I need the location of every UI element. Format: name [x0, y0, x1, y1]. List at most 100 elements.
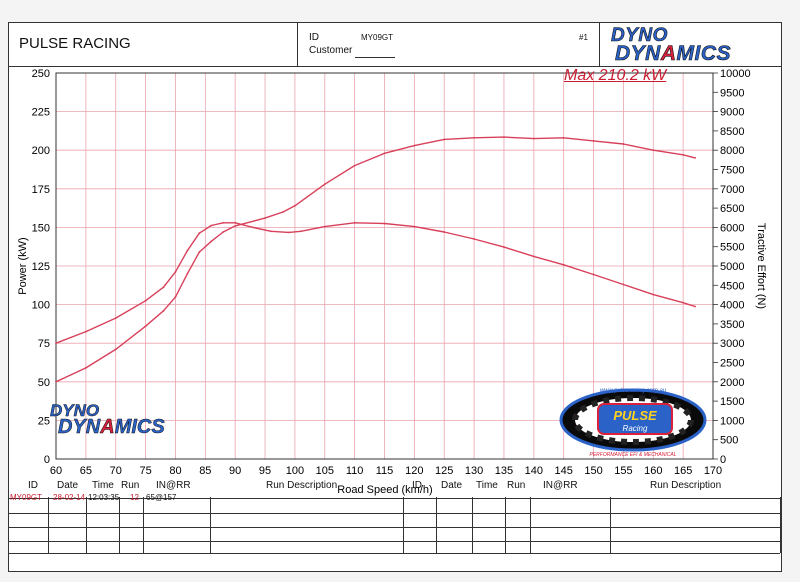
power-point	[222, 231, 225, 233]
tractive-effort-point	[234, 221, 237, 224]
table-column-divider	[48, 497, 49, 553]
tractive-effort-point	[413, 225, 416, 228]
power-point	[532, 137, 535, 140]
table-column-divider	[472, 497, 473, 553]
y2-tick-label: 8500	[720, 126, 744, 138]
x-tick-label: 150	[584, 465, 602, 477]
x-tick-label: 120	[405, 465, 423, 477]
y2-tick-label: 500	[720, 435, 738, 447]
power-point	[353, 164, 356, 167]
power-point	[443, 138, 446, 141]
x-tick-label: 125	[435, 465, 453, 477]
x-tick-label: 75	[139, 465, 151, 477]
power-point	[682, 153, 684, 156]
x-tick-label: 140	[525, 465, 543, 477]
y-tick-label: 125	[32, 261, 50, 273]
max-power-annotation: Max 210.2 kW	[564, 67, 667, 84]
logo-bottom-line2: DYNAMICS	[58, 416, 165, 438]
logo-line1: DYNO	[611, 25, 668, 46]
table-column-divider	[8, 497, 9, 553]
col-header-inrr: IN@RR	[156, 480, 191, 491]
tractive-effort-point	[443, 231, 446, 233]
tractive-effort-point	[622, 283, 625, 286]
cell-id: MY09GT	[10, 493, 43, 502]
y-tick-label: 100	[32, 300, 50, 312]
header-divider	[599, 23, 600, 66]
x-tick-label: 145	[555, 465, 573, 477]
tractive-effort-point	[210, 224, 213, 227]
y2-tick-label: 10000	[720, 68, 751, 80]
logo-line2: DYNAMICS	[615, 42, 732, 65]
power-point	[694, 157, 696, 159]
col-header-date: Date	[57, 480, 79, 491]
tractive-effort-point	[562, 263, 565, 266]
power-point	[413, 144, 416, 147]
x-tick-label: 155	[614, 465, 632, 477]
power-point	[503, 136, 505, 139]
y-tick-label: 200	[32, 145, 50, 157]
table-column-divider	[86, 497, 87, 553]
y2-tick-label: 2500	[720, 358, 744, 370]
table-column-divider	[505, 497, 506, 553]
power-point	[383, 152, 386, 155]
customer-underline	[355, 57, 395, 58]
dyno-dynamics-logo: DYNO DYNAMICS	[601, 25, 777, 65]
tractive-effort-point	[532, 255, 535, 258]
x-tick-label: 65	[80, 465, 92, 477]
y2-tick-label: 0	[720, 454, 726, 466]
cell-time: 12:03:35	[88, 493, 120, 502]
x-tick-label: 70	[110, 465, 122, 477]
x-tick-label: 105	[316, 465, 334, 477]
power-point	[323, 183, 326, 186]
pulse-logo-tagline: PERFORMANCE EFI & MECHANICAL	[590, 452, 677, 458]
x-tick-label: 135	[495, 465, 513, 477]
table-row-divider	[8, 541, 780, 542]
id-label: ID	[309, 32, 319, 43]
table-column-divider	[403, 497, 404, 553]
pulse-logo-word2: Racing	[623, 424, 648, 433]
power-curve	[55, 136, 696, 383]
y2-tick-label: 5500	[720, 242, 744, 254]
y2-tick-label: 5000	[720, 261, 744, 273]
y2-axis-label: Tractive Effort (N)	[755, 223, 767, 309]
col-header-time-2: Time	[476, 480, 498, 491]
x-tick-label: 130	[465, 465, 483, 477]
shop-title: PULSE RACING	[19, 35, 131, 52]
y2-tick-label: 9500	[720, 87, 744, 99]
x-tick-label: 95	[259, 465, 271, 477]
pulse-racing-logo: PULSE Racing www.pulseracing.com.au PERF…	[559, 388, 707, 458]
power-point	[562, 136, 565, 139]
table-row-divider	[8, 527, 780, 528]
y2-tick-label: 2000	[720, 377, 744, 389]
tractive-effort-point	[592, 273, 595, 276]
x-tick-label: 110	[346, 465, 364, 477]
cell-run: 12	[130, 493, 139, 502]
tractive-effort-point	[55, 342, 57, 345]
pulse-logo-word1: PULSE	[613, 408, 657, 423]
col-header-run: Run	[121, 480, 140, 491]
tractive-effort-point	[114, 317, 117, 319]
y2-tick-label: 3500	[720, 319, 744, 331]
y2-tick-label: 4000	[720, 300, 744, 312]
pulse-logo-badge	[597, 403, 673, 435]
y2-tick-label: 4500	[720, 280, 744, 292]
power-point	[210, 240, 213, 243]
power-point	[282, 211, 284, 213]
dyno-dynamics-logo-bottom: DYNO DYNAMICS	[50, 402, 210, 444]
tractive-effort-point	[270, 230, 272, 233]
y-tick-label: 50	[38, 377, 50, 389]
power-point	[55, 380, 57, 383]
y-tick-label: 150	[32, 222, 50, 234]
tractive-effort-point	[353, 221, 356, 224]
table-row-divider	[8, 553, 780, 554]
tractive-effort-point	[252, 226, 255, 229]
y2-tick-label: 6000	[720, 222, 744, 234]
tractive-effort-point	[682, 301, 684, 304]
table-rule	[9, 498, 781, 499]
power-point	[174, 296, 177, 298]
tractive-effort-point	[694, 305, 696, 308]
y2-tick-label: 9000	[720, 107, 744, 119]
table-column-divider	[436, 497, 437, 553]
tractive-effort-point	[503, 246, 505, 249]
cell-date: 28-02-14	[53, 493, 86, 502]
